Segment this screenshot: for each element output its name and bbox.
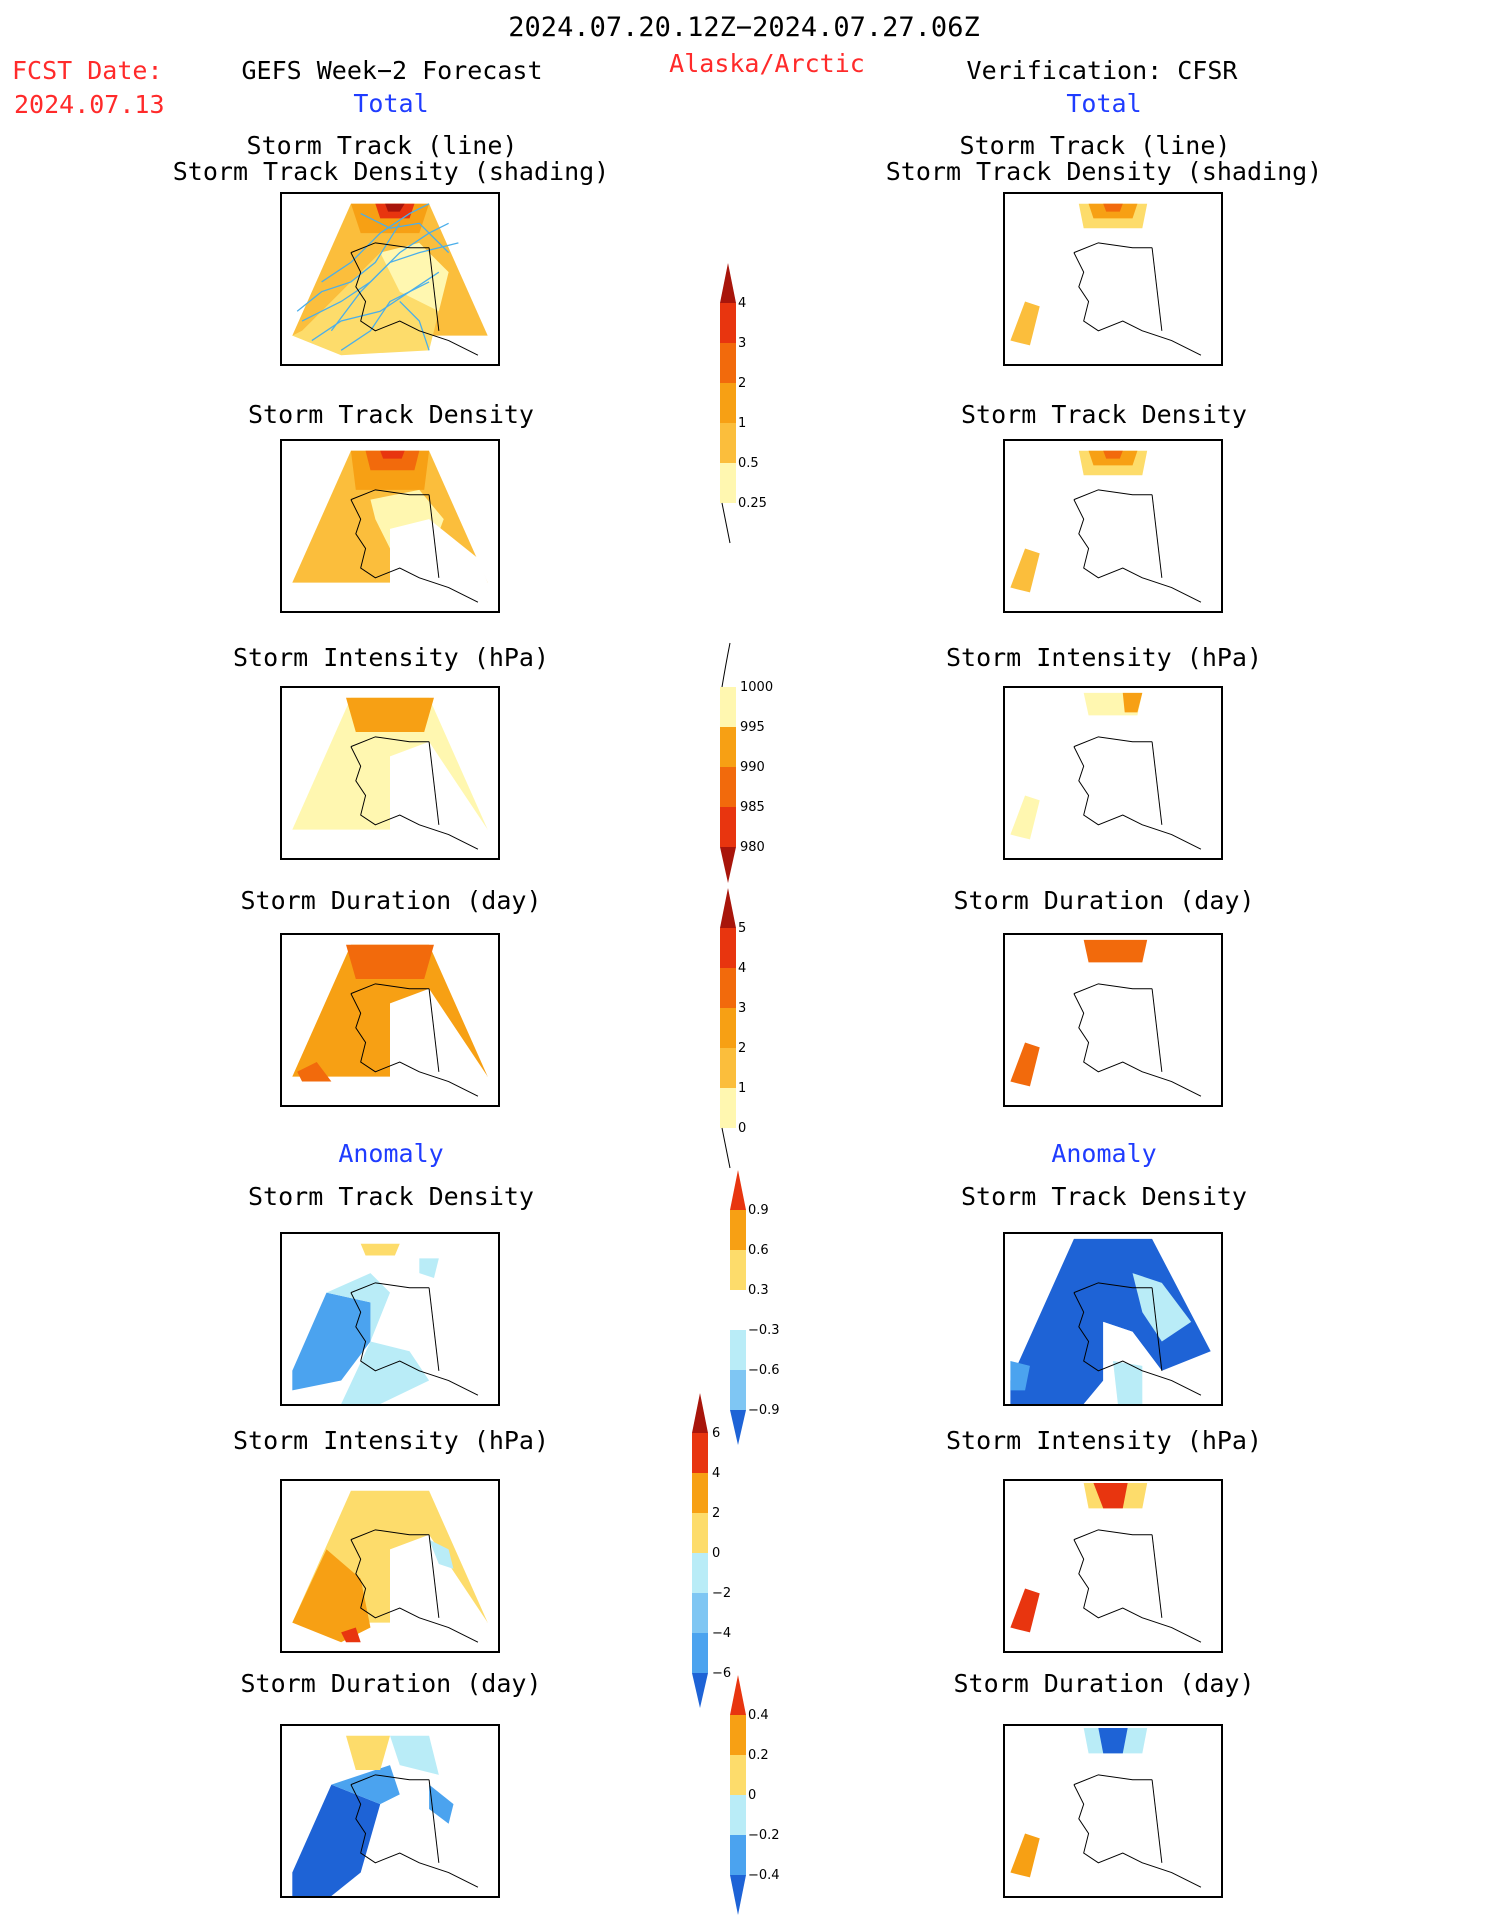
tick-label: 985 xyxy=(740,800,765,815)
map-anomaly-duration xyxy=(280,1724,500,1898)
tick-label: 0.25 xyxy=(738,496,767,511)
left-row4-title: Storm Duration (day) xyxy=(240,886,542,915)
tick-label: −0.2 xyxy=(748,1828,780,1843)
tick-label: −0.9 xyxy=(748,1403,780,1418)
map-cfsr-intensity xyxy=(1003,686,1223,860)
map-cfsr-track-density xyxy=(1003,192,1223,366)
colorbar-intensity-total: 1000 995 990 985 980 xyxy=(720,642,810,883)
colorbar-duration-anomaly: 0.4 0.2 0 −0.2 −0.4 xyxy=(730,1675,820,1920)
tick-label: 2 xyxy=(738,376,746,391)
map-forecast-track-density xyxy=(280,192,500,366)
left-row5-title: Storm Track Density xyxy=(248,1182,534,1211)
tick-label: 0.9 xyxy=(748,1203,769,1218)
tick-label: 0 xyxy=(712,1546,720,1561)
left-total-label: Total xyxy=(353,89,429,118)
tick-label: 0.5 xyxy=(738,456,759,471)
right-row1-title-line1: Storm Track (line) xyxy=(959,131,1231,160)
tick-label: 0.3 xyxy=(748,1283,769,1298)
tick-label: 4 xyxy=(738,961,746,976)
left-row7-title: Storm Duration (day) xyxy=(240,1669,542,1698)
map-forecast-intensity xyxy=(280,686,500,860)
tick-label: 2 xyxy=(712,1506,720,1521)
tick-label: 980 xyxy=(740,840,765,855)
map-cfsr-anomaly-intensity xyxy=(1003,1479,1223,1653)
tick-label: −6 xyxy=(712,1666,731,1681)
tick-label: −2 xyxy=(712,1586,731,1601)
map-forecast-density xyxy=(280,439,500,613)
colorbar-density-total: 4 3 2 1 0.5 0.25 xyxy=(720,263,810,544)
map-cfsr-anomaly-density xyxy=(1003,1232,1223,1406)
map-anomaly-intensity xyxy=(280,1479,500,1653)
tick-label: 1 xyxy=(738,1081,746,1096)
tick-label: 0.4 xyxy=(748,1708,769,1723)
left-row2-title: Storm Track Density xyxy=(248,400,534,429)
right-row5-title: Storm Track Density xyxy=(961,1182,1247,1211)
tick-label: 6 xyxy=(712,1426,720,1441)
left-row1-title-line1: Storm Track (line) xyxy=(246,131,518,160)
tick-label: −0.3 xyxy=(748,1323,780,1338)
tick-label: 5 xyxy=(738,921,746,936)
fcst-date-value: 2024.07.13 xyxy=(14,90,165,119)
right-row3-title: Storm Intensity (hPa) xyxy=(945,643,1263,672)
right-row1-title-line2: Storm Track Density (shading) xyxy=(885,157,1323,186)
tick-label: 0.2 xyxy=(748,1748,769,1763)
left-row1-title-line2: Storm Track Density (shading) xyxy=(172,157,610,186)
colorbar-intensity-anomaly: 6 4 2 0 −2 −4 −6 xyxy=(692,1393,782,1713)
right-anomaly-label: Anomaly xyxy=(1051,1139,1157,1168)
tick-label: 990 xyxy=(740,760,765,775)
tick-label: −0.4 xyxy=(748,1868,780,1883)
tick-label: 1000 xyxy=(740,680,773,695)
left-row3-title: Storm Intensity (hPa) xyxy=(232,643,550,672)
map-cfsr-anomaly-duration xyxy=(1003,1724,1223,1898)
region-label: Alaska/Arctic xyxy=(669,49,865,78)
tick-label: 2 xyxy=(738,1041,746,1056)
left-row6-title: Storm Intensity (hPa) xyxy=(232,1426,550,1455)
tick-label: 0 xyxy=(738,1121,746,1136)
map-anomaly-density xyxy=(280,1232,500,1406)
right-row6-title: Storm Intensity (hPa) xyxy=(945,1426,1263,1455)
right-row2-title: Storm Track Density xyxy=(961,400,1247,429)
tick-label: 995 xyxy=(740,720,765,735)
colorbar-duration-total: 5 4 3 2 1 0 xyxy=(720,888,810,1169)
colorbar-density-anomaly: 0.9 0.6 0.3 −0.3 −0.6 −0.9 xyxy=(730,1170,820,1450)
fcst-date-label: FCST Date: xyxy=(12,56,163,85)
map-forecast-duration xyxy=(280,933,500,1107)
tick-label: 3 xyxy=(738,1001,746,1016)
tick-label: 0 xyxy=(748,1788,756,1803)
tick-label: 1 xyxy=(738,416,746,431)
tick-label: 4 xyxy=(712,1466,720,1481)
left-column-title: GEFS Week−2 Forecast xyxy=(241,56,543,85)
tick-label: 3 xyxy=(738,336,746,351)
right-row7-title: Storm Duration (day) xyxy=(953,1669,1255,1698)
tick-label: 0.6 xyxy=(748,1243,769,1258)
left-anomaly-label: Anomaly xyxy=(338,1139,444,1168)
tick-label: −4 xyxy=(712,1626,731,1641)
tick-label: 4 xyxy=(738,296,746,311)
right-row4-title: Storm Duration (day) xyxy=(953,886,1255,915)
map-cfsr-duration xyxy=(1003,933,1223,1107)
tick-label: −0.6 xyxy=(748,1363,780,1378)
map-cfsr-density xyxy=(1003,439,1223,613)
right-total-label: Total xyxy=(1066,89,1142,118)
date-range: 2024.07.20.12Z−2024.07.27.06Z xyxy=(508,12,980,43)
right-column-title: Verification: CFSR xyxy=(966,56,1238,85)
